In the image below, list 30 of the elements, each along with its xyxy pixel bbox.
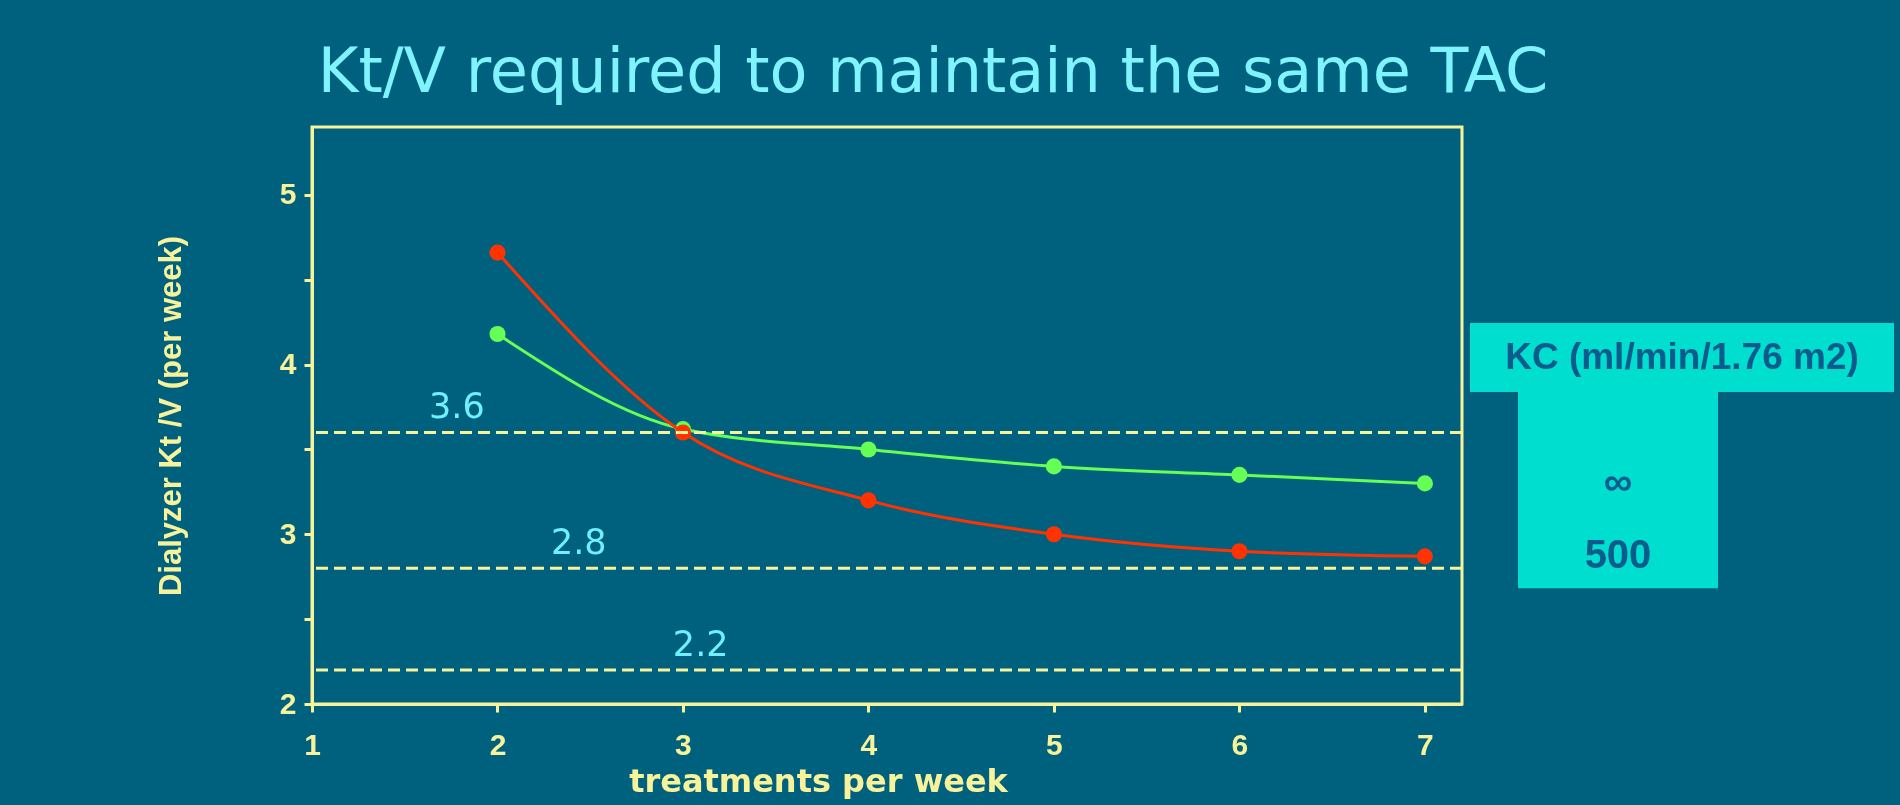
y-tick-label: 5: [279, 177, 297, 211]
x-tick-label: 3: [675, 727, 692, 761]
point: [1416, 475, 1433, 492]
text: 500: [1584, 532, 1652, 577]
x-tick-label: 4: [860, 727, 878, 761]
y-tick-label: 2: [279, 686, 297, 720]
y-tick-label: 4: [279, 347, 297, 381]
point: [860, 441, 877, 458]
point: [1231, 466, 1248, 483]
point: [489, 326, 506, 343]
x-tick-label: 5: [1046, 727, 1063, 761]
point: [1231, 543, 1248, 560]
ref-line-label: 2.2: [672, 624, 729, 665]
chart-title: Kt/V required to maintain the same TAC: [317, 34, 1549, 107]
ref-line-label: 3.6: [429, 386, 485, 427]
y-axis-title: Dialyzer Kt /V (per week): [152, 235, 188, 597]
x-tick-label: 6: [1231, 727, 1249, 761]
point: [860, 492, 877, 509]
x-tick-label: 1: [304, 727, 321, 761]
point: [489, 244, 506, 261]
y-tick-label: 3: [279, 516, 297, 550]
point: [1045, 458, 1062, 475]
ref-line-label: 2.8: [550, 522, 607, 563]
point: [1045, 526, 1062, 543]
point: [1416, 548, 1433, 565]
x-tick-label: 7: [1417, 727, 1434, 761]
x-axis-title: treatments per week: [629, 761, 1009, 800]
text: ∞: [1603, 459, 1633, 504]
x-tick-label: 2: [489, 727, 507, 761]
legend-title: KC (ml/min/1.76 m2): [1505, 335, 1859, 377]
